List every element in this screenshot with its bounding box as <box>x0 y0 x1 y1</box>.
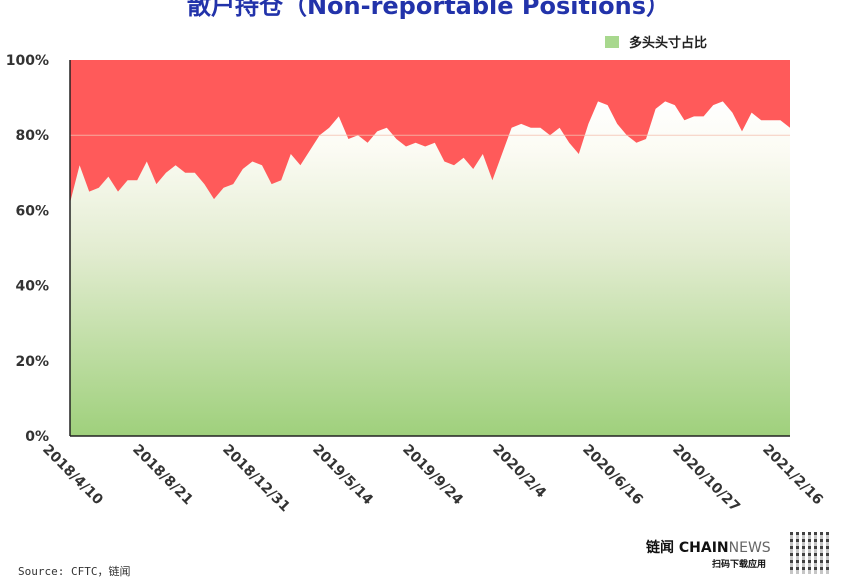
x-tick-label: 2019/9/24 <box>399 442 466 509</box>
x-tick-label: 2020/2/4 <box>489 442 549 502</box>
brand-subtitle: 扫码下载应用 <box>712 560 767 570</box>
x-tick-label: 2018/12/31 <box>219 442 293 516</box>
qr-code <box>790 532 832 574</box>
y-tick-label: 0% <box>25 429 49 445</box>
legend-swatch <box>605 35 619 48</box>
source-note: Source: CFTC，链闻 <box>18 565 131 578</box>
brand-news: NEWS <box>728 540 771 556</box>
x-tick-label: 2020/10/27 <box>669 442 743 516</box>
x-tick-label: 2018/4/10 <box>39 442 106 509</box>
brand-logo: 链闻 CHAINNEWS <box>646 537 771 557</box>
brand-chain: CHAIN <box>678 540 729 556</box>
chart-title: 散户持仓（Non-reportable Positions） <box>186 0 671 20</box>
x-tick-label: 2020/6/16 <box>579 442 646 509</box>
legend: 多头头寸占比 <box>605 32 707 51</box>
y-tick-label: 40% <box>15 279 49 295</box>
brand-cn: 链闻 <box>646 540 679 556</box>
y-tick-label: 60% <box>15 203 49 219</box>
y-tick-label: 100% <box>6 53 49 69</box>
y-tick-label: 20% <box>15 354 49 370</box>
x-tick-label: 2018/8/21 <box>129 442 196 509</box>
x-tick-label: 2021/2/16 <box>759 442 826 509</box>
y-tick-label: 80% <box>15 128 49 144</box>
x-tick-label: 2019/5/14 <box>309 442 376 509</box>
legend-label: 多头头寸占比 <box>629 36 708 51</box>
long-share-area <box>70 101 790 437</box>
